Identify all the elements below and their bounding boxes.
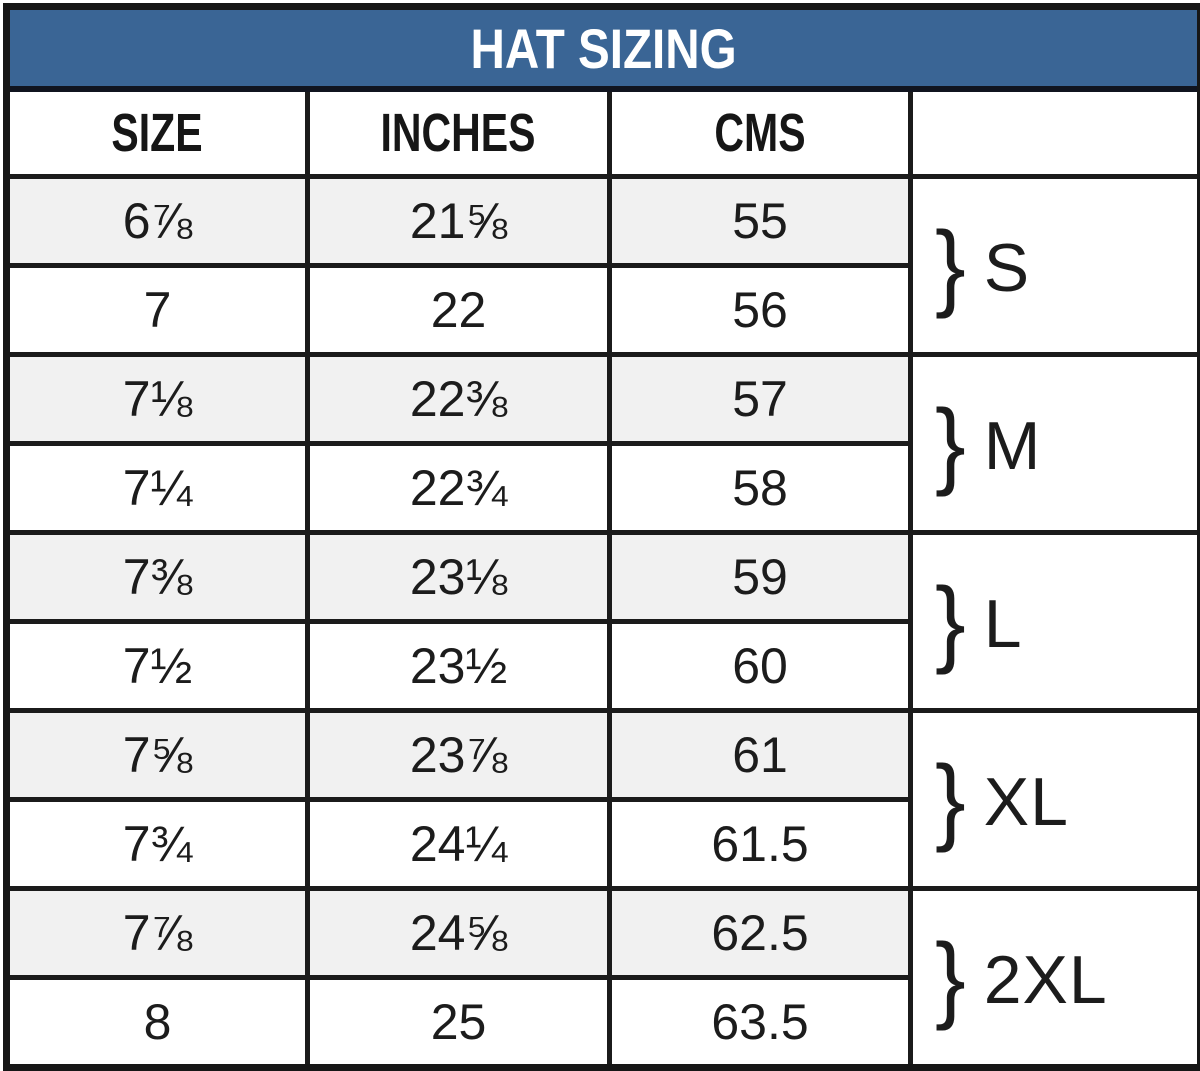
brace-icon: } [935,751,966,848]
group-label: M [984,403,1042,485]
title-row: HAT SIZING [7,7,1200,90]
column-header-inches: INCHES [308,89,610,177]
cell-cms: 59 [610,533,911,622]
table-title-cell: HAT SIZING [7,7,1200,90]
cell-inches: 23⅞ [308,711,610,800]
column-header-group-empty [911,89,1200,177]
group-label: S [984,225,1030,307]
cell-inches: 23½ [308,622,610,711]
group-cell-s: } S [911,177,1200,355]
cell-size: 7⅛ [7,355,308,444]
group-label: XL [984,759,1069,841]
cell-cms: 57 [610,355,911,444]
table-row: 7⅜ 23⅛ 59 } L [7,533,1200,622]
brace-icon: } [935,929,966,1026]
cell-inches: 21⅝ [308,177,610,266]
cell-size: 7¾ [7,800,308,889]
group-cell-2xl: } 2XL [911,889,1200,1068]
group-label: 2XL [984,937,1108,1019]
cell-cms: 56 [610,266,911,355]
table-row: 6⅞ 21⅝ 55 } S [7,177,1200,266]
column-header-cms: CMS [610,89,911,177]
cell-cms: 61.5 [610,800,911,889]
cell-cms: 62.5 [610,889,911,978]
cell-size: 7 [7,266,308,355]
cell-size: 7⅜ [7,533,308,622]
column-header-size: SIZE [7,89,308,177]
group-cell-xl: } XL [911,711,1200,889]
table-row: 7⅞ 24⅝ 62.5 } 2XL [7,889,1200,978]
cell-size: 7⅞ [7,889,308,978]
brace-icon: } [935,217,966,314]
cell-inches: 23⅛ [308,533,610,622]
brace-icon: } [935,573,966,670]
cell-cms: 60 [610,622,911,711]
cell-inches: 22⅜ [308,355,610,444]
cell-inches: 24¼ [308,800,610,889]
cell-size: 7¼ [7,444,308,533]
cell-inches: 22 [308,266,610,355]
cell-size: 7½ [7,622,308,711]
cell-cms: 61 [610,711,911,800]
group-cell-m: } M [911,355,1200,533]
brace-icon: } [935,395,966,492]
cell-inches: 22¾ [308,444,610,533]
hat-sizing-table: HAT SIZING SIZE INCHES CMS 6⅞ 21⅝ 55 } S… [3,3,1200,1071]
cell-cms: 58 [610,444,911,533]
column-header-row: SIZE INCHES CMS [7,89,1200,177]
page-title: HAT SIZING [470,16,736,81]
group-cell-l: } L [911,533,1200,711]
cell-inches: 24⅝ [308,889,610,978]
cell-cms: 55 [610,177,911,266]
table-row: 7⅝ 23⅞ 61 } XL [7,711,1200,800]
cell-size: 6⅞ [7,177,308,266]
group-label: L [984,581,1023,663]
cell-size: 7⅝ [7,711,308,800]
table-row: 7⅛ 22⅜ 57 } M [7,355,1200,444]
